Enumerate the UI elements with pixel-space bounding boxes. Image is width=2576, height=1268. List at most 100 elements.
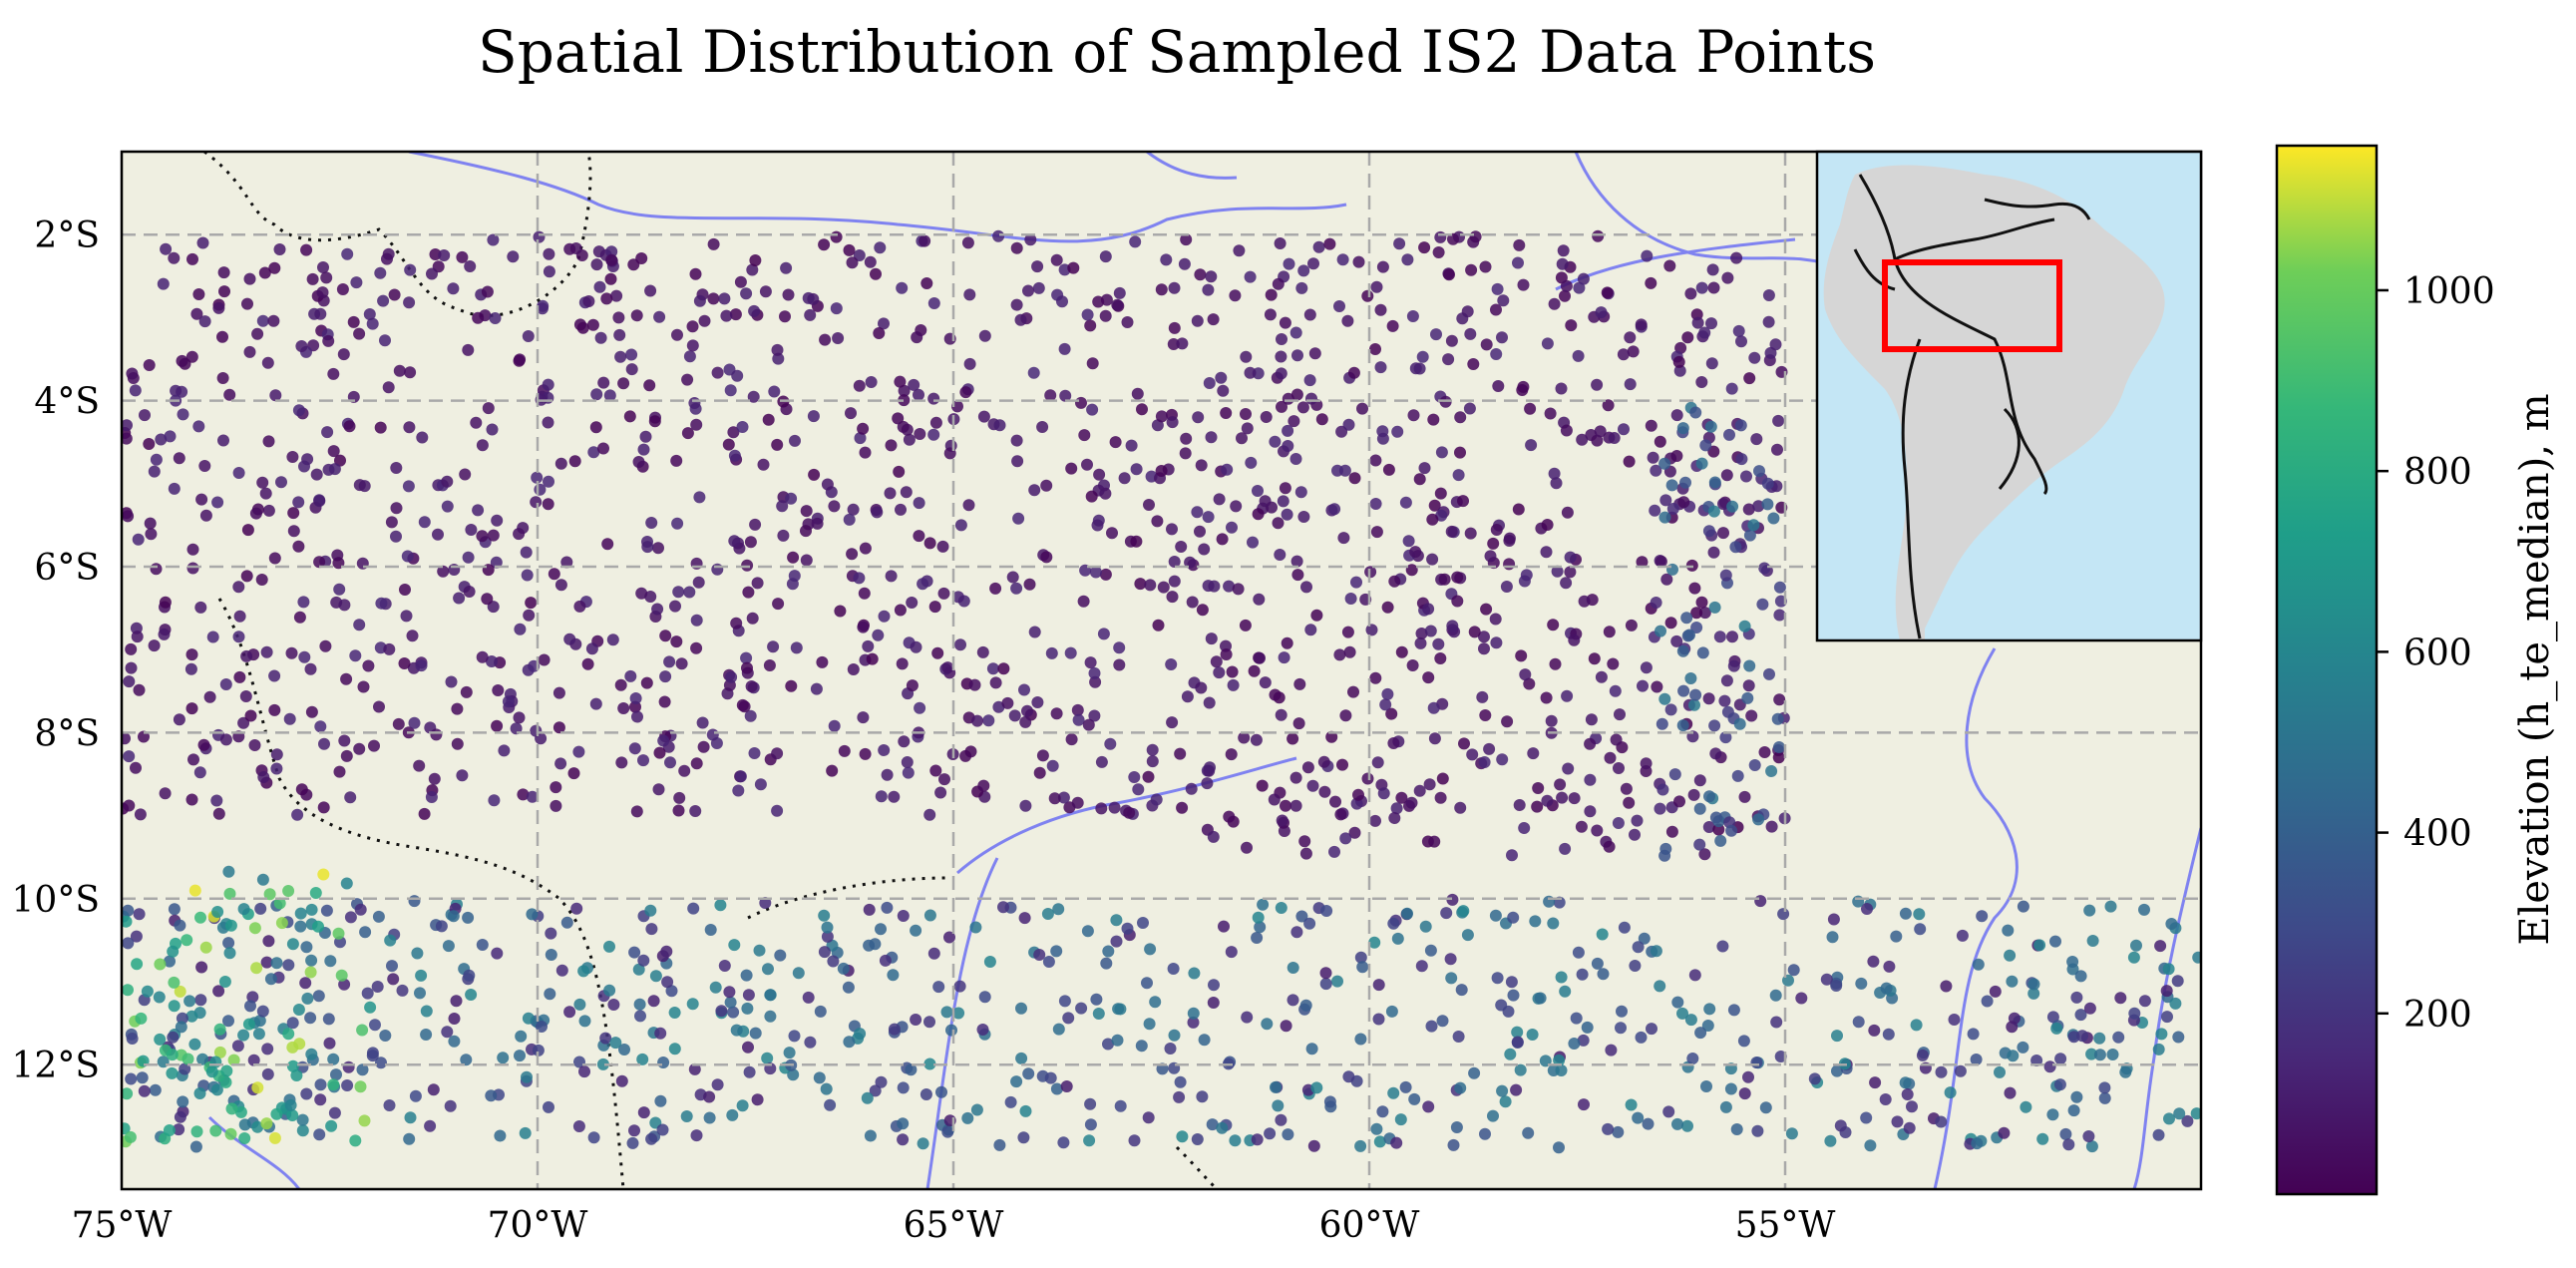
- data-point-2087: [1225, 946, 1238, 959]
- data-point-1234: [1001, 696, 1014, 709]
- data-point-963: [1576, 433, 1589, 446]
- data-point-406: [875, 790, 888, 803]
- data-point-1466: [1676, 719, 1689, 732]
- data-point-2167: [2128, 1007, 2141, 1020]
- data-point-1062: [1123, 806, 1136, 819]
- data-point-94: [1179, 447, 1192, 460]
- data-point-1795: [668, 1007, 681, 1019]
- data-point-592: [241, 524, 254, 537]
- data-point-2170: [656, 1123, 669, 1136]
- data-point-148: [601, 538, 614, 551]
- data-point-440: [862, 639, 875, 652]
- data-point-390: [652, 783, 665, 796]
- data-point-767: [1344, 593, 1357, 605]
- data-point-1194: [1385, 707, 1398, 720]
- data-point-1504: [1707, 505, 1720, 518]
- data-point-2319: [340, 877, 353, 890]
- data-point-1853: [1275, 1113, 1288, 1126]
- data-point-54: [318, 737, 330, 750]
- data-point-727: [1695, 281, 1708, 294]
- data-point-388: [521, 569, 534, 582]
- data-point-984: [617, 702, 630, 714]
- data-point-198: [1654, 802, 1666, 815]
- data-point-1134: [1305, 392, 1317, 405]
- data-point-42: [1192, 411, 1205, 424]
- data-point-1525: [2172, 1031, 2185, 1044]
- data-point-2212: [943, 931, 955, 944]
- data-point-1385: [1289, 771, 1302, 784]
- data-point-1312: [843, 513, 856, 526]
- data-point-590: [629, 700, 641, 713]
- data-point-2260: [358, 1114, 371, 1127]
- data-point-321: [853, 572, 866, 585]
- data-point-2114: [2152, 1043, 2165, 1056]
- data-point-346: [1226, 665, 1239, 678]
- data-point-2069: [1019, 1104, 1032, 1117]
- data-point-2051: [1596, 928, 1609, 941]
- data-point-1757: [1419, 920, 1432, 933]
- data-point-2214: [2066, 956, 2079, 968]
- data-point-1854: [212, 985, 225, 998]
- data-point-1667: [570, 902, 583, 915]
- data-point-1789: [927, 947, 940, 960]
- data-point-2179: [179, 1062, 191, 1075]
- data-point-183: [1618, 423, 1630, 436]
- data-point-138: [903, 433, 916, 446]
- data-point-2305: [237, 1029, 250, 1042]
- data-point-352: [1099, 250, 1112, 263]
- data-point-2315: [154, 958, 167, 971]
- data-point-2183: [2067, 1031, 2080, 1044]
- data-point-733: [707, 292, 720, 305]
- data-point-2085: [761, 1052, 774, 1064]
- data-point-1916: [344, 911, 357, 924]
- data-point-2082: [1457, 905, 1470, 918]
- data-point-620: [144, 517, 157, 530]
- colorbar-label: Elevation (h_te_median), m: [2512, 393, 2558, 945]
- data-point-2207: [1084, 1097, 1097, 1110]
- data-point-1350: [1376, 432, 1389, 445]
- colorbar-tick-label-2: 600: [2403, 633, 2472, 673]
- data-point-1091: [872, 629, 885, 641]
- data-point-1993: [384, 934, 397, 947]
- data-point-1499: [1772, 741, 1785, 753]
- data-point-475: [550, 799, 562, 812]
- data-point-1267: [989, 676, 1002, 689]
- data-point-824: [757, 458, 770, 471]
- data-point-646: [256, 314, 269, 327]
- data-point-634: [293, 611, 306, 624]
- data-point-555: [1512, 503, 1525, 516]
- data-point-332: [464, 260, 477, 272]
- data-point-859: [1283, 257, 1295, 270]
- data-point-1089: [164, 430, 177, 443]
- data-point-355: [1427, 413, 1440, 426]
- data-point-826: [1614, 708, 1626, 721]
- data-point-1549: [1010, 1075, 1023, 1088]
- data-point-846: [1601, 286, 1614, 299]
- data-point-1164: [487, 233, 500, 246]
- data-point-1791: [1446, 893, 1459, 906]
- data-point-1236: [451, 702, 464, 715]
- data-point-1352: [747, 390, 760, 403]
- data-point-1286: [1297, 511, 1310, 523]
- colorbar-tick-label-4: 1000: [2403, 271, 2495, 312]
- data-point-755: [260, 645, 273, 658]
- data-point-1: [1772, 414, 1785, 427]
- data-point-630: [1337, 532, 1350, 545]
- data-point-296: [241, 297, 253, 310]
- data-point-2267: [154, 1033, 167, 1046]
- data-point-748: [873, 327, 886, 339]
- data-point-1201: [447, 282, 460, 295]
- data-point-465: [878, 610, 891, 623]
- data-point-722: [697, 740, 710, 753]
- data-point-2343: [224, 919, 237, 932]
- data-point-2078: [555, 964, 568, 977]
- data-point-2232: [2104, 900, 2117, 913]
- data-point-1778: [189, 1140, 202, 1153]
- data-point-565: [937, 587, 950, 600]
- data-point-1060: [481, 593, 494, 606]
- data-point-863: [1336, 253, 1349, 266]
- data-point-1400: [1665, 825, 1678, 838]
- data-point-1247: [1670, 634, 1683, 647]
- x-tick-labels: 75°W 70°W 65°W 60°W 55°W: [72, 1205, 1836, 1246]
- data-point-35: [520, 546, 533, 559]
